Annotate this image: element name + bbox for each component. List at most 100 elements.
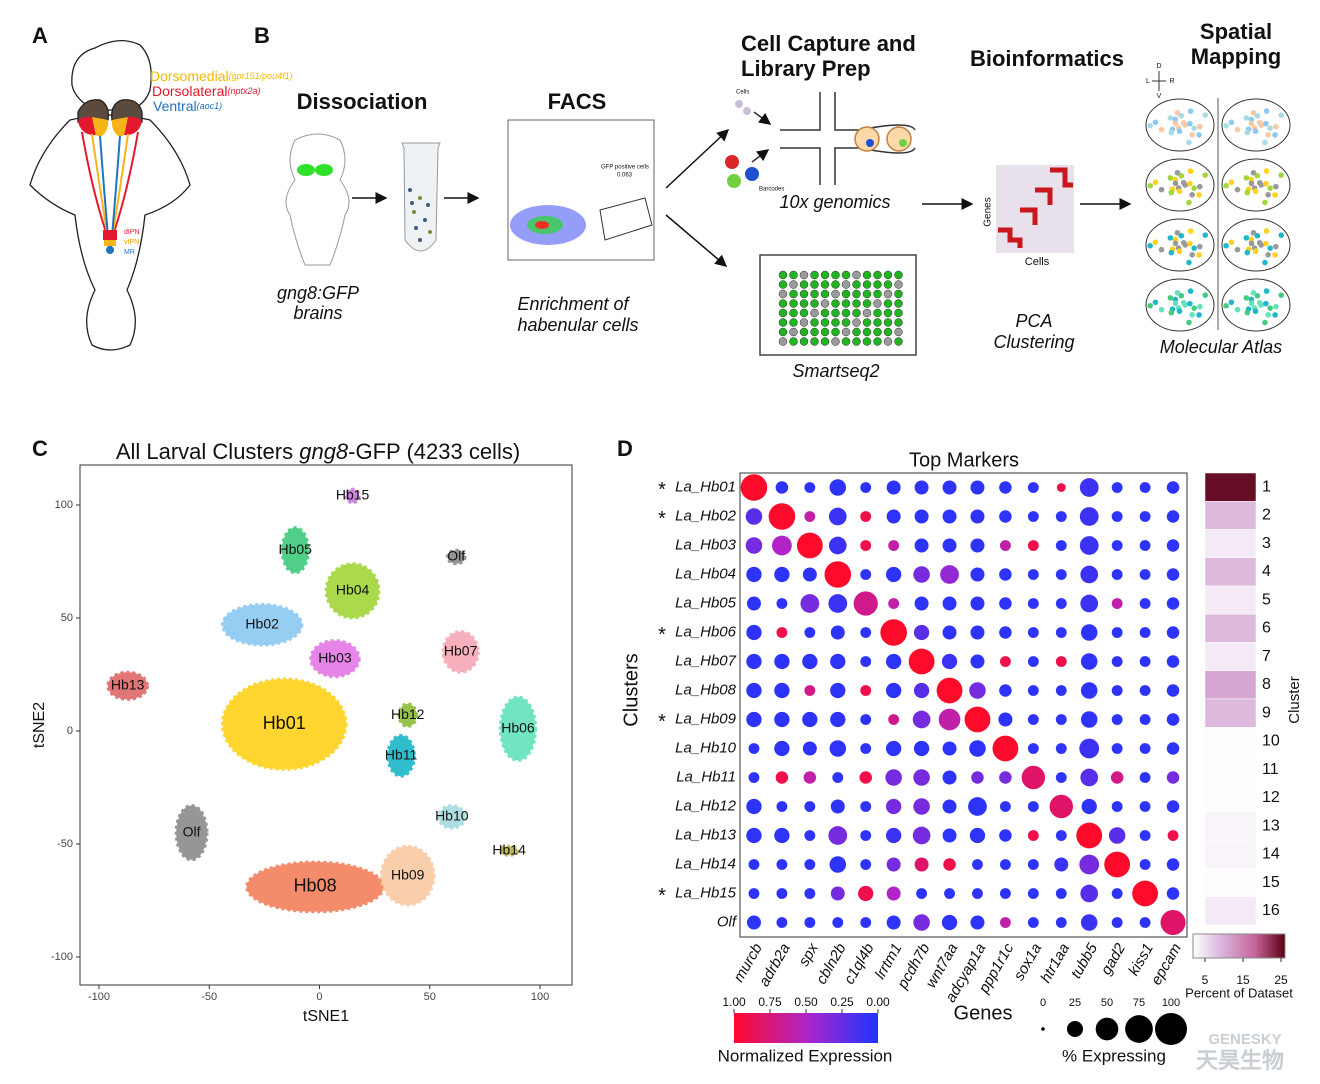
atlas-cell (1189, 251, 1195, 258)
atlas-cell (1158, 126, 1165, 133)
cluster (445, 548, 467, 566)
dot (1160, 909, 1186, 936)
atlas-cell (1243, 115, 1250, 121)
dot (1166, 684, 1180, 697)
dot (860, 830, 872, 841)
dot (774, 682, 790, 699)
caption: Smartseq2 (792, 361, 879, 381)
dot (746, 798, 762, 815)
atlas-section (1145, 158, 1215, 212)
atlas-cell (1187, 300, 1193, 307)
droplet (886, 126, 912, 152)
plate-icon (759, 254, 917, 356)
colorbar (1192, 933, 1286, 959)
cluster-label: Hb03 (318, 649, 352, 665)
well (810, 280, 819, 289)
tract-red (81, 131, 139, 233)
heatmap-cell (1204, 811, 1257, 841)
bioinfo-heatmap (996, 165, 1074, 253)
dot (1166, 539, 1180, 552)
dot (802, 567, 817, 582)
atlas-cell (1265, 251, 1271, 258)
atlas-cell (1180, 239, 1187, 246)
column-label: spx (795, 940, 822, 969)
atlas-cell (1278, 112, 1285, 118)
atlas-cell (1168, 129, 1175, 136)
dot (914, 857, 929, 872)
row-label: Olf (717, 913, 738, 930)
atlas-cell (1191, 245, 1197, 251)
dot (1111, 569, 1123, 580)
heatmap-label: 9 (1262, 704, 1271, 721)
dot (1080, 884, 1099, 903)
dot (830, 711, 846, 728)
well (894, 308, 903, 318)
atlas-cell (1186, 199, 1192, 206)
atlas-cell (1273, 123, 1279, 130)
atlas-cell (1167, 295, 1174, 301)
dot (860, 859, 872, 870)
dot (776, 917, 788, 928)
dot (998, 712, 1013, 727)
row-label: La_Hb13 (675, 826, 737, 843)
dot (913, 624, 930, 641)
dot (916, 888, 928, 899)
dot (1079, 536, 1099, 555)
dot (776, 859, 788, 870)
atlas-cell (1172, 116, 1179, 123)
cluster-label: Hb13 (111, 676, 145, 692)
chart-title: All Larval Clusters gng8-GFP (4233 cells… (116, 439, 520, 464)
atlas-cell (1191, 185, 1197, 191)
dot (775, 771, 789, 784)
dot (1166, 626, 1180, 639)
well (810, 308, 819, 318)
dot (1139, 772, 1151, 783)
median-raphe (106, 246, 114, 254)
atlas-cell (1180, 179, 1187, 186)
tube-icon (401, 142, 441, 252)
panel-label: B (254, 23, 270, 48)
larva-brain-icon (285, 133, 350, 266)
atlas-cell (1252, 128, 1259, 135)
atlas-cell (1172, 300, 1179, 307)
well (862, 308, 872, 318)
cluster-label: Hb07 (444, 643, 478, 659)
well (862, 299, 872, 308)
cluster-label: Hb02 (245, 615, 279, 631)
atlas-cell (1178, 172, 1185, 179)
dot (1079, 507, 1099, 526)
well (894, 280, 903, 289)
dot (1027, 714, 1039, 725)
dot (913, 740, 930, 757)
dot (774, 711, 790, 728)
dot (888, 598, 900, 609)
dot (1139, 830, 1151, 841)
atlas-cell (1250, 289, 1257, 296)
heatmap-label: 6 (1262, 620, 1271, 637)
atlas-cell (1196, 192, 1202, 198)
atlas-section (1221, 218, 1291, 272)
dot (886, 480, 901, 495)
size-tick-label: 75 (1133, 997, 1145, 1009)
facs-core (535, 221, 549, 229)
dot (1055, 917, 1067, 928)
dot (912, 826, 931, 845)
well (883, 327, 893, 337)
dot (1111, 743, 1123, 754)
dot (1111, 540, 1123, 551)
atlas-cell (1168, 189, 1175, 196)
forebrain-outline (71, 40, 152, 111)
well (820, 318, 830, 327)
well (831, 270, 840, 280)
atlas-cell (1256, 239, 1263, 246)
dot (1055, 511, 1067, 522)
atlas-cell (1223, 242, 1229, 249)
colorbar-tick-label: 15 (1236, 973, 1250, 987)
atlas-cell (1262, 259, 1268, 266)
dot (860, 917, 872, 928)
atlas-cell (1172, 296, 1179, 303)
dot (964, 706, 991, 733)
dorsomedial-right (111, 117, 128, 137)
dot (802, 741, 817, 756)
chart-title: Top Markers (909, 449, 1019, 471)
